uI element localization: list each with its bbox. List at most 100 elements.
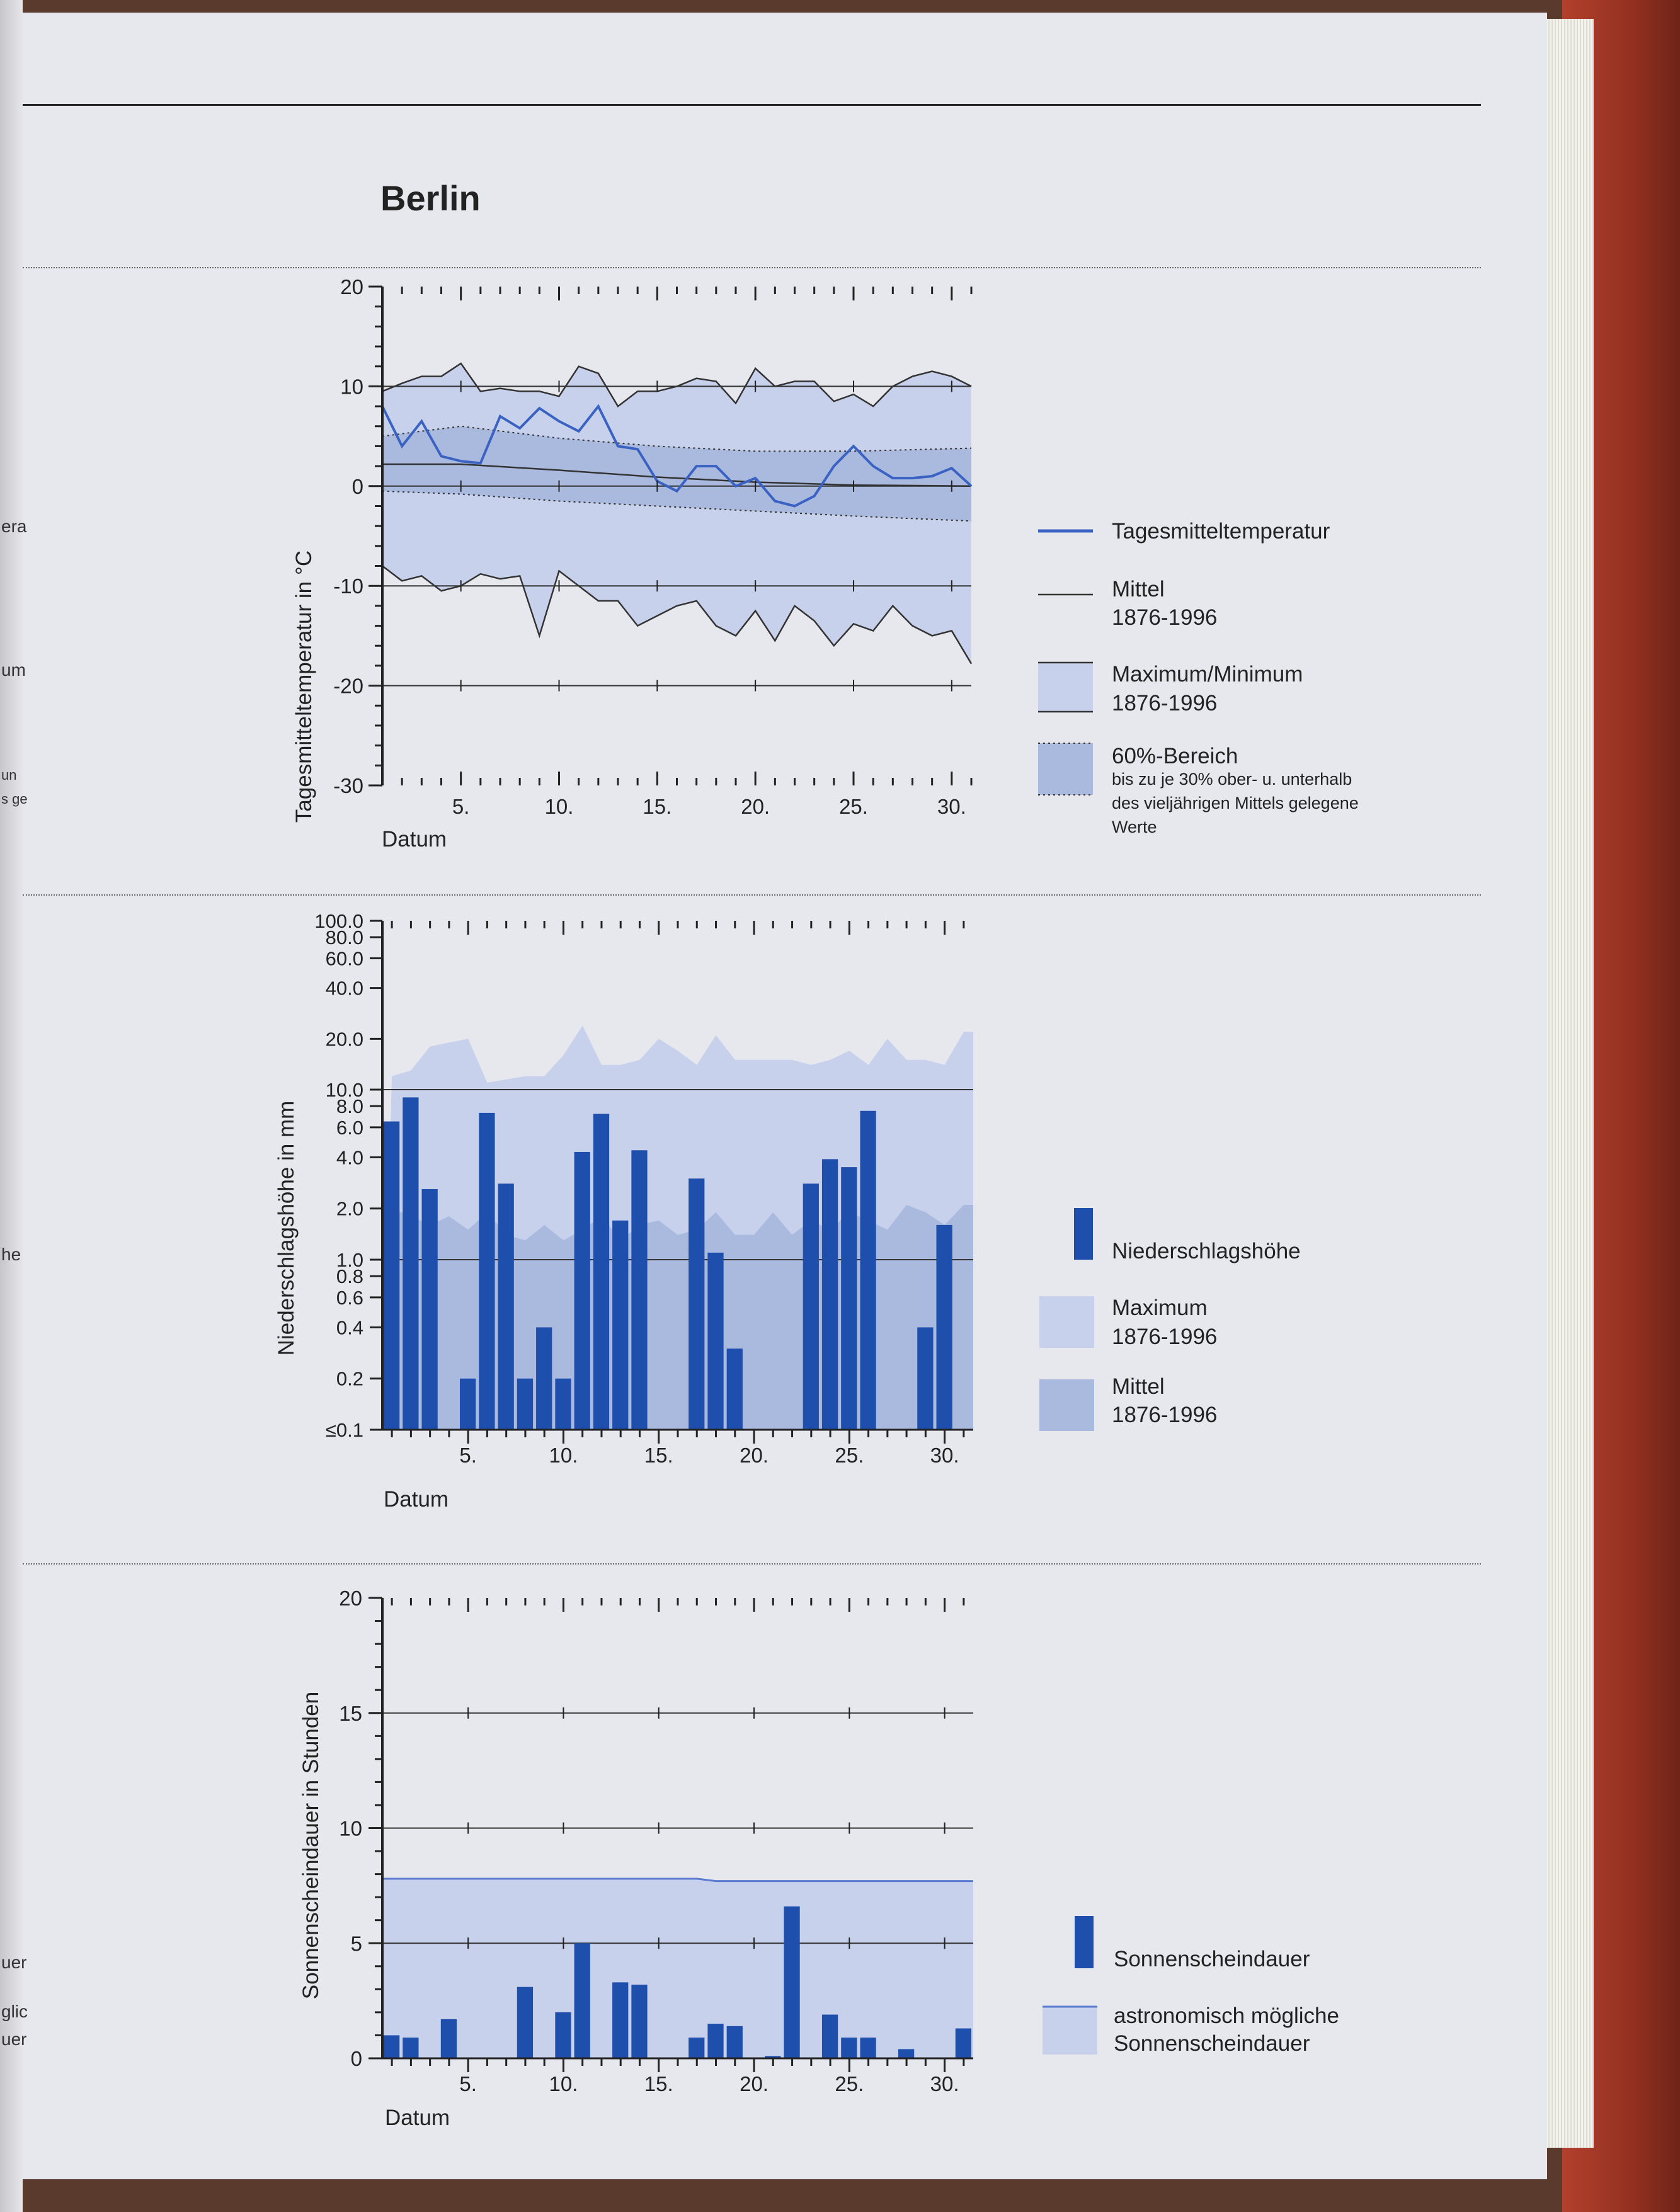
- legend-astro-label-2: Sonnenscheindauer: [1114, 2031, 1310, 2056]
- precip-y-axis-label: Niederschlagshöhe in mm: [274, 1101, 299, 1356]
- legend-mittel-swatch: [1039, 1379, 1094, 1431]
- precip-bar: [707, 1252, 724, 1430]
- legend-mittel-label: Mittel: [1112, 1374, 1165, 1399]
- precip-x-axis-label: Datum: [384, 1487, 449, 1512]
- sun-bar: [955, 2028, 971, 2058]
- precip-bar: [479, 1112, 495, 1430]
- legend-astro-swatch: [1043, 2007, 1097, 2055]
- legend-band-desc-3: Werte: [1112, 818, 1157, 836]
- precip-bars: [384, 1097, 952, 1430]
- precip-bar: [517, 1378, 534, 1430]
- precip-bar: [498, 1183, 514, 1430]
- temp-x-ticklabels: 5. 10. 15. 20. 25. 30.: [452, 795, 966, 818]
- min-line: [382, 565, 973, 664]
- temp-y-ticklabel: -20: [333, 675, 363, 698]
- precip-y-ticklabels: 100.080.060.0 40.0 20.0 10.08.06.0 4.0 2.0 1.0…: [314, 910, 363, 1441]
- precip-x-ticklabels: 5. 10. 15. 20. 25. 30.: [459, 1444, 959, 1467]
- sun-bar: [384, 2035, 400, 2058]
- precip-y-ticklabel: 100.0: [314, 910, 363, 932]
- precip-x-ticklabel: 5.: [459, 1444, 477, 1467]
- legend-maxmin-swatch: [1038, 663, 1093, 712]
- precip-y-ticklabel: 10.0: [326, 1079, 363, 1101]
- temp-y-ticklabel: 20: [340, 275, 363, 299]
- sun-gridlines: [382, 1712, 973, 1944]
- max-line: [382, 362, 972, 408]
- precip-y-ticklabel: 60.0: [326, 947, 363, 969]
- sun-x-ticklabel: 5.: [459, 2072, 477, 2095]
- precip-bar: [574, 1151, 590, 1430]
- sixty-percent-band: [382, 426, 971, 522]
- sun-bar: [403, 2038, 419, 2058]
- legend-max-period: 1876-1996: [1112, 1325, 1217, 1349]
- precip-x-ticklabel: 20.: [740, 1444, 769, 1467]
- sun-y-ticklabels: 20 15 10 5 0: [339, 1587, 362, 2070]
- sun-y-ticklabel: 0: [351, 2047, 362, 2070]
- precip-y-ticklabel: 2.0: [336, 1198, 363, 1220]
- precip-bar: [841, 1167, 857, 1430]
- sun-axes: [369, 1597, 973, 2072]
- precipitation-chart: 100.080.060.0 40.0 20.0 10.08.06.0 4.0 2.0 1.0…: [274, 910, 1301, 1512]
- sun-bar: [898, 2049, 915, 2058]
- sun-x-ticklabel: 10.: [549, 2072, 578, 2095]
- legend-band-swatch: [1038, 743, 1093, 795]
- precip-y-ticklabel: 20.0: [326, 1028, 363, 1050]
- sun-bar: [784, 1906, 800, 2058]
- legend-max-label: Maximum: [1112, 1296, 1208, 1320]
- sun-bar: [555, 2012, 571, 2058]
- sun-bar: [440, 2019, 457, 2058]
- precip-y-ticklabel: 0.2: [336, 1368, 363, 1390]
- legend-precip-label: Niederschlagshöhe: [1112, 1239, 1301, 1263]
- sun-bar: [689, 2038, 705, 2058]
- page-edges: [1543, 19, 1594, 2148]
- legend-astro-label: astronomisch mögliche: [1114, 2004, 1339, 2028]
- temp-y-axis-label: Tagesmitteltemperatur in °C: [292, 550, 316, 823]
- legend-maxmin-label: Maximum/Minimum: [1112, 662, 1303, 687]
- legend-precip-swatch: [1074, 1208, 1093, 1260]
- sun-bar: [765, 2056, 781, 2058]
- temp-y-ticklabel: 0: [352, 475, 363, 498]
- sun-x-ticklabel: 30.: [930, 2072, 959, 2095]
- temp-x-ticklabel: 30.: [937, 795, 966, 818]
- precip-bar: [631, 1150, 648, 1430]
- left-fragment: uer: [1, 1953, 27, 1972]
- sun-bars: [384, 1906, 971, 2058]
- left-fragment: un: [1, 767, 17, 783]
- astro-area: [382, 1878, 973, 2058]
- sun-bar: [612, 1982, 629, 2058]
- temperature-chart: 20 10 0 -10 -20 -30 5. 10. 15. 20. 25. 30. Tagesmi…: [292, 275, 1359, 852]
- precip-x-ticklabel: 10.: [549, 1444, 578, 1467]
- left-fragment: he: [1, 1245, 21, 1264]
- precip-bar: [612, 1220, 629, 1430]
- precip-y-ticklabel: 0.8: [336, 1265, 363, 1287]
- precip-bar: [803, 1183, 819, 1430]
- legend-max-swatch: [1039, 1296, 1094, 1348]
- temp-axes: [369, 285, 973, 787]
- precip-bar: [726, 1348, 743, 1430]
- precip-bar: [403, 1097, 419, 1430]
- left-fragment: glic: [1, 2002, 28, 2021]
- temp-y-ticklabel: -30: [333, 774, 363, 797]
- left-fragment: era: [1, 516, 27, 536]
- sun-bar: [726, 2026, 743, 2058]
- sun-x-ticklabel: 25.: [835, 2072, 864, 2095]
- temp-x-axis-label: Datum: [382, 827, 447, 852]
- temp-x-ticklabel: 25.: [839, 795, 868, 818]
- precip-bar: [593, 1114, 610, 1430]
- precip-x-ticklabel: 30.: [930, 1444, 959, 1467]
- sun-y-ticklabel: 15: [339, 1702, 362, 1725]
- left-fragment: s ge: [1, 791, 28, 807]
- legend-band-desc-1: bis zu je 30% ober- u. unterhalb: [1112, 770, 1352, 789]
- precip-y-ticklabel: 80.0: [326, 926, 363, 949]
- sun-bar: [821, 2014, 838, 2058]
- sun-bar: [631, 1985, 648, 2058]
- sun-x-ticklabel: 15.: [644, 2072, 673, 2095]
- precip-axes: [370, 920, 973, 1444]
- precip-bar: [555, 1378, 571, 1430]
- header-rule: [23, 104, 1481, 106]
- precip-bar: [860, 1110, 876, 1430]
- legend-mean-label: Mittel: [1112, 577, 1165, 601]
- legend-band-desc-2: des vieljährigen Mittels gelegene: [1112, 794, 1359, 812]
- astro-line: [382, 1878, 973, 1883]
- sun-bar: [574, 1943, 590, 2058]
